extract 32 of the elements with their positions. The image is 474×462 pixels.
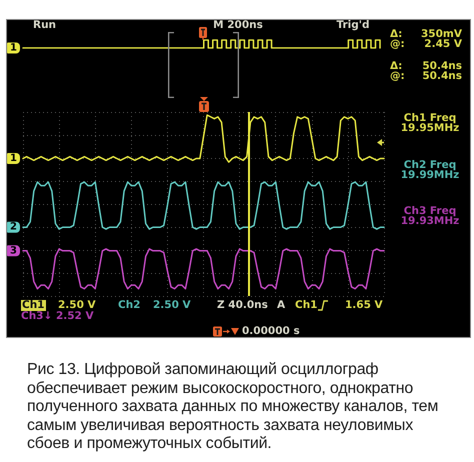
text: 19.93MHz xyxy=(400,215,460,227)
text: Рис 13. Цифровой запоминающий осциллограф обеспечивает режим высокоскоростного, однократно полученного захвата данных по множеству каналов, тем самым увеличивая вероятность захвата неуловимых сбоев и промежуточных событий. xyxy=(27,361,440,454)
text: 50.4ns xyxy=(422,70,462,82)
text: Ch2 Freq xyxy=(404,159,456,171)
text: Ch2 xyxy=(118,299,140,311)
text: 19.99MHz xyxy=(400,169,460,181)
text: Δ: xyxy=(390,60,402,72)
text: 2.45 V xyxy=(424,38,462,50)
series-label: 1 xyxy=(10,42,18,54)
text: A xyxy=(277,299,286,311)
text: @: xyxy=(390,38,405,50)
text: Ch3 Freq xyxy=(404,205,456,217)
text: 19.95MHz xyxy=(400,122,460,134)
text: 350mV xyxy=(421,28,462,40)
text: Δ: xyxy=(390,28,402,40)
text: Run xyxy=(33,19,56,31)
text: Ch1 Freq xyxy=(404,112,456,124)
series-label: 1 xyxy=(10,152,18,164)
text: Ch1 xyxy=(21,299,46,311)
text: 2.50 V xyxy=(153,299,191,311)
text: Ch3↓ 2.52 V xyxy=(21,310,94,322)
text: Ch1 xyxy=(295,299,318,311)
series-label: 2 xyxy=(10,222,18,233)
text: 2.50 V xyxy=(58,299,96,311)
text: @: xyxy=(390,70,405,82)
series-label: 3 xyxy=(10,245,18,256)
text: Z 40.0ns xyxy=(217,299,268,311)
text: 0.00000 s xyxy=(242,325,300,337)
text: 50.4ns xyxy=(422,60,462,72)
text: M 200ns xyxy=(213,19,263,31)
text: Trig'd xyxy=(336,19,370,31)
text: 1.65 V xyxy=(345,299,383,311)
